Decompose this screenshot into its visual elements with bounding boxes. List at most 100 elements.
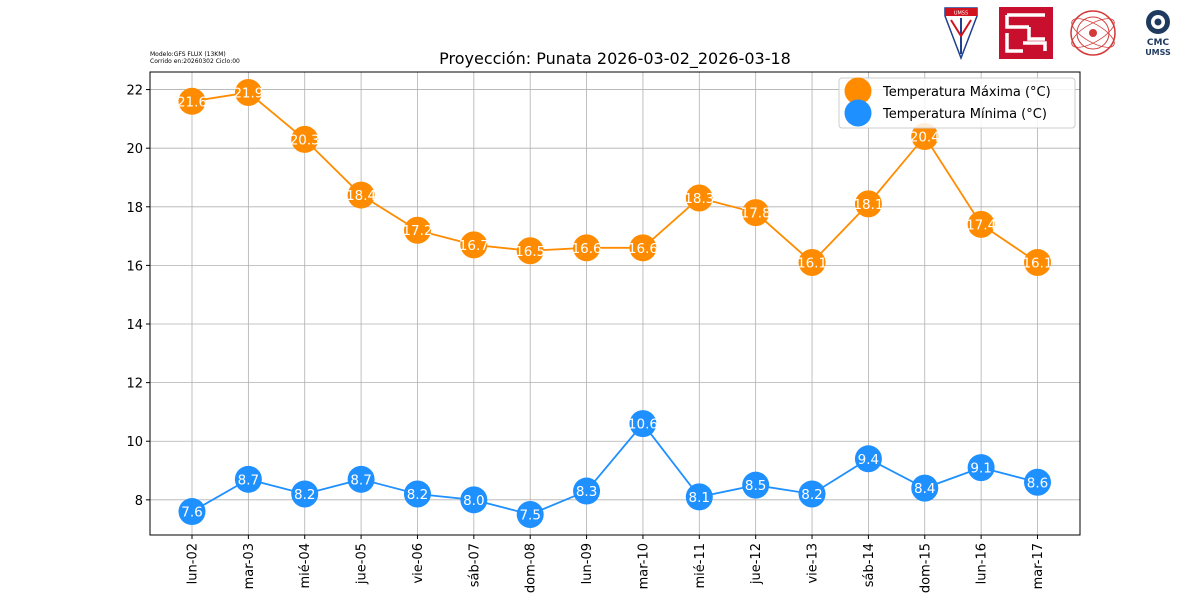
x-tick-label: sáb-14 [862,543,877,587]
data-label: 17.8 [741,206,771,222]
legend-marker [844,99,872,127]
data-label: 8.5 [745,478,766,494]
cmc-umss-label: UMSS [1145,48,1171,57]
y-tick-label: 22 [126,84,143,99]
data-point [798,248,826,276]
data-label: 8.0 [463,493,484,509]
legend: Temperatura Máxima (°C) Temperatura Mínim… [838,77,1076,129]
data-point [911,474,939,502]
x-tick-label: dom-08 [524,543,539,593]
x-tick-label: mié-04 [298,543,313,589]
data-point [742,199,770,227]
data-point [798,480,826,508]
data-point [347,465,375,493]
data-point [291,480,319,508]
x-tick-label: vie-06 [411,543,426,584]
data-label: 18.4 [346,188,376,204]
data-label: 21.9 [233,86,263,102]
data-label: 10.6 [628,417,658,433]
data-point [629,410,657,438]
data-point [1024,248,1051,276]
y-tick-label: 20 [126,142,143,157]
y-tick-label: 8 [135,494,143,509]
data-point [460,231,488,259]
x-tick-label: lun-09 [580,543,595,584]
data-label: 16.6 [628,241,658,257]
data-point [629,234,657,262]
data-point [291,125,319,153]
data-point [854,445,882,473]
data-label: 9.1 [970,461,991,477]
data-point [573,477,601,505]
data-label: 8.7 [350,472,371,488]
data-label: 17.4 [966,217,996,233]
data-label: 8.7 [238,472,259,488]
data-point [1024,468,1051,496]
umss-shield-logo: UMSS [943,6,979,61]
data-label: 7.6 [181,505,202,521]
legend-label: Temperatura Mínima (°C) [882,107,1047,122]
data-point [403,480,431,508]
data-label: 8.1 [689,490,710,506]
data-label: 17.2 [402,223,432,239]
data-point [460,486,488,514]
data-label: 16.5 [515,244,545,260]
data-label: 8.2 [294,487,315,503]
x-tick-label: mar-03 [242,543,257,589]
data-label: 9.4 [858,452,879,468]
circular-seal-logo [1067,7,1119,59]
data-point [742,471,770,499]
data-point [573,234,601,262]
data-label: 20.4 [910,129,940,145]
data-label: 18.3 [684,191,714,207]
data-point [347,181,375,209]
legend-box [838,77,1076,129]
legend-label: Temperatura Máxima (°C) [882,85,1051,100]
series-min-temp: 7.6 8.7 8.2 8.7 8.2 8.0 7.5 8.3 10.6 8.1 8.5 8.2 9.4… [178,410,1051,528]
data-label: 18.1 [853,197,883,213]
data-label: 7.5 [519,507,540,523]
data-point [516,500,544,528]
legend-marker [844,77,872,105]
data-point [911,122,939,150]
data-label: 16.1 [1022,255,1052,271]
data-point [234,79,262,107]
x-tick-label: lun-16 [975,543,990,584]
umss-shield-label: UMSS [954,11,968,17]
data-point [516,237,544,265]
y-tick-label: 12 [126,377,143,392]
data-label: 16.6 [572,241,602,257]
data-point [967,210,995,238]
faculty-red-logo [999,7,1053,59]
chart-title: Proyección: Punata 2026-03-02_2026-03-18 [439,49,791,69]
data-point [967,454,995,482]
y-tick-label: 16 [126,259,143,274]
series-line [191,422,1038,516]
data-point [685,483,713,511]
cmc-label: CMC [1146,38,1170,48]
x-tick-label: lun-02 [186,543,201,584]
x-tick-label: dom-15 [918,543,933,593]
data-label: 16.1 [797,255,827,271]
x-tick-label: jue-05 [355,543,370,585]
y-tick-label: 10 [126,435,143,450]
x-tick-label: vie-13 [806,543,821,584]
x-tick-label: mié-11 [693,543,708,589]
data-label: 8.4 [914,481,935,497]
data-label: 20.3 [290,132,320,148]
x-tick-label: mar-17 [1031,543,1046,589]
y-tick-label: 18 [126,201,143,216]
y-tick-label: 14 [126,318,143,333]
x-tick-label: jue-12 [749,543,764,585]
data-label: 8.2 [801,487,822,503]
run-line: Corrido en:20260302 Ciclo:00 [150,58,240,65]
series-max-temp: 21.6 21.9 20.3 18.4 17.2 16.7 16.5 16.6 16.6 18.3… [177,79,1053,276]
model-info: Modelo:GFS FLUX (13KM) Corrido en:202603… [150,51,240,65]
cmc-umss-logo: CMC UMSS [1138,8,1178,60]
data-label: 8.3 [576,484,597,500]
data-label: 16.7 [459,238,489,254]
series-layer: 21.6 21.9 20.3 18.4 17.2 16.7 16.5 16.6 16.6 18.3… [177,79,1053,528]
model-line: Modelo:GFS FLUX (13KM) [150,51,226,58]
x-tick-label: sáb-07 [467,543,482,587]
